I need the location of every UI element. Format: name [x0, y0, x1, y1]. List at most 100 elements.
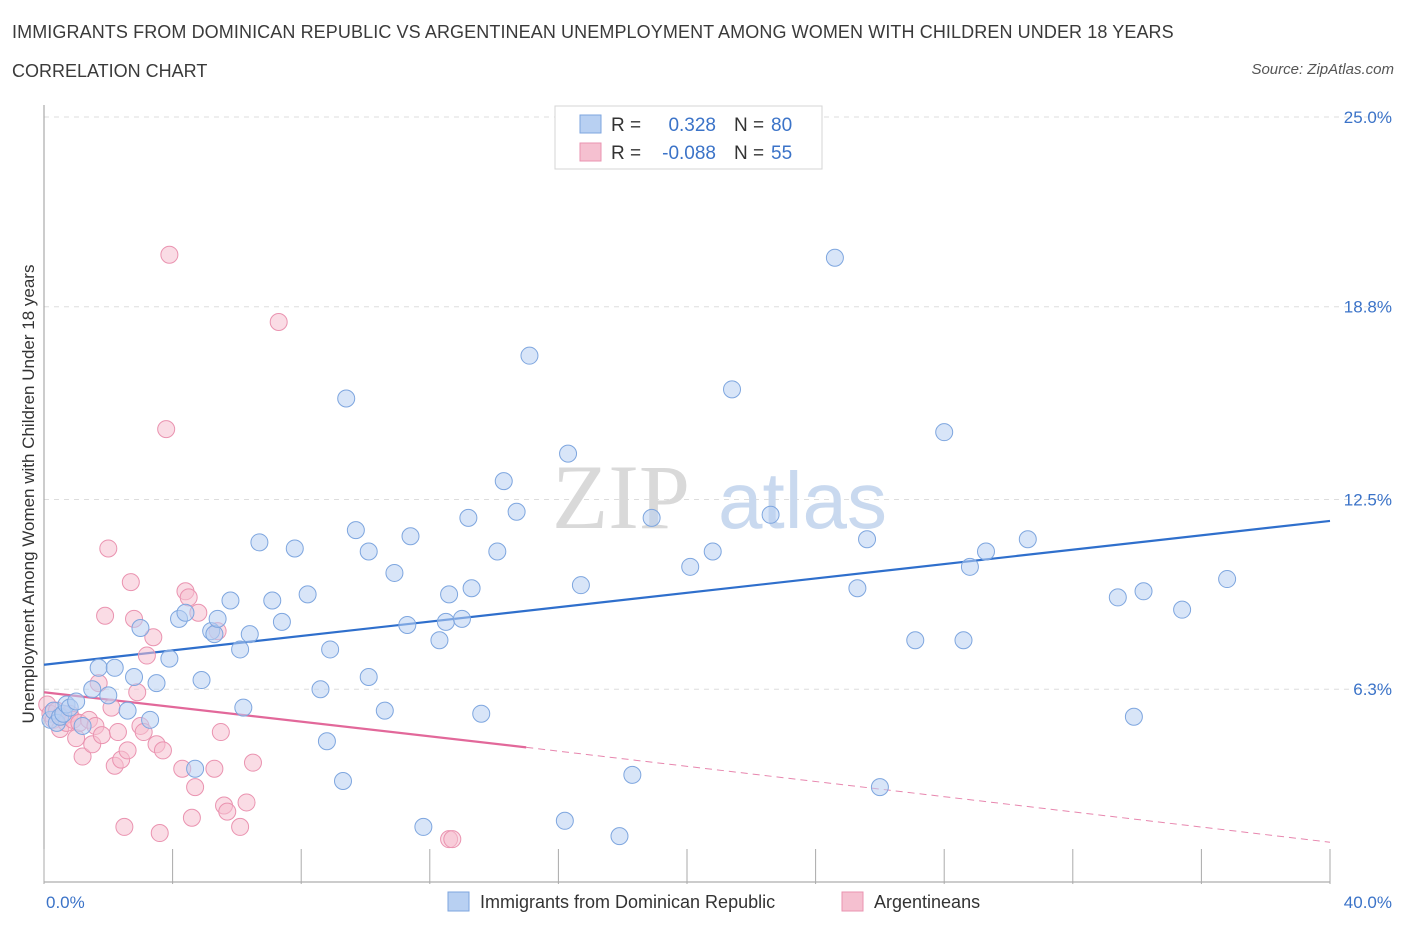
dominican-point: [99, 686, 118, 705]
dominican-point: [359, 542, 378, 561]
dominican-point: [1173, 600, 1192, 619]
dominican-point: [723, 380, 742, 399]
dominican-point: [1124, 707, 1143, 726]
dominican-point: [459, 508, 478, 527]
legend-r-value: 0.328: [668, 115, 716, 136]
y-tick-label: 12.5%: [1344, 491, 1392, 510]
dominican-point: [430, 631, 449, 650]
dominican-point: [89, 658, 108, 677]
argentineans-point: [118, 741, 137, 760]
x-tick-label: 40.0%: [1344, 893, 1392, 912]
argentineans-point: [99, 539, 118, 558]
argentineans-point: [211, 723, 230, 742]
dominican-point: [452, 609, 471, 628]
dominican-point: [555, 811, 574, 830]
dominican-point: [272, 612, 291, 631]
dominican-point: [147, 674, 166, 693]
dominican-point: [825, 248, 844, 267]
dominican-point: [208, 609, 227, 628]
dominican-point: [761, 505, 780, 524]
dominican-point: [703, 542, 722, 561]
dominican-point: [186, 759, 205, 778]
series-label-argentineans: Argentineans: [874, 892, 980, 912]
legend-n-value: 80: [771, 115, 792, 136]
dominican-point: [346, 521, 365, 540]
dominican-point: [960, 557, 979, 576]
y-axis-label: Unemployment Among Women with Children U…: [19, 265, 38, 724]
dominican-point: [176, 603, 195, 622]
dominican-point: [118, 701, 137, 720]
series-swatch-blue: [447, 891, 470, 912]
dominican-point: [321, 640, 340, 659]
y-tick-labels: 6.3% 12.5% 18.8% 25.0%: [1344, 108, 1392, 699]
y-tick-label: 6.3%: [1353, 680, 1392, 699]
watermark: ZIP atlas: [552, 446, 887, 548]
argentineans-point: [243, 753, 262, 772]
dominican-point: [240, 625, 259, 644]
dominican-point: [681, 557, 700, 576]
argentineans-point: [218, 802, 237, 821]
dominican-point: [385, 563, 404, 582]
argentineans-point: [153, 741, 172, 760]
argentineans-point: [186, 778, 205, 797]
dominican-point: [848, 579, 867, 598]
legend-r-label: R =: [611, 115, 641, 136]
dominican-point: [414, 817, 433, 836]
source-label: Source: ZipAtlas.com: [1251, 61, 1394, 78]
dominican-point: [642, 508, 661, 527]
dominican-point: [205, 625, 224, 644]
argentineans-point: [157, 420, 176, 439]
series-label-dominican: Immigrants from Dominican Republic: [480, 892, 775, 912]
legend-r-value: -0.088: [662, 143, 716, 164]
dominican-point: [1018, 530, 1037, 549]
dominican-point: [317, 732, 336, 751]
dominican-point: [472, 704, 491, 723]
dominican-point: [906, 631, 925, 650]
dominican-point: [623, 765, 642, 784]
dominican-point: [73, 716, 92, 735]
dominican-point: [105, 658, 124, 677]
dominican-point: [954, 631, 973, 650]
dominican-point: [436, 612, 455, 631]
dominican-point: [333, 772, 352, 791]
argentineans-point: [269, 313, 288, 332]
dominican-point: [520, 346, 539, 365]
watermark-atlas: atlas: [718, 456, 887, 545]
argentineans-trend-line: [43, 691, 527, 749]
legend-n-label: N =: [734, 143, 764, 164]
argentineans-point: [92, 726, 111, 745]
dominican-point: [507, 502, 526, 521]
series-swatch-pink: [841, 891, 864, 912]
argentineans-point: [108, 723, 127, 742]
dominican-point: [263, 591, 282, 610]
chart-title: IMMIGRANTS FROM DOMINICAN REPUBLIC VS AR…: [12, 22, 1174, 42]
watermark-zip: ZIP: [552, 446, 690, 548]
dominican-point: [870, 778, 889, 797]
argentineans-point: [150, 824, 169, 843]
x-tick-label: 0.0%: [46, 893, 85, 912]
dominican-point: [337, 389, 356, 408]
x-tick-labels: 0.0% 40.0%: [46, 893, 1392, 912]
dominican-point: [1218, 570, 1237, 589]
dominican-point: [1108, 588, 1127, 607]
dominican-point: [1134, 582, 1153, 601]
dominican-point: [398, 615, 417, 634]
argentineans-point: [231, 817, 250, 836]
argentineans-point: [160, 245, 179, 264]
argentineans-point: [137, 646, 156, 665]
dominican-point: [231, 640, 250, 659]
dominican-point: [234, 698, 253, 717]
dominican-point: [571, 576, 590, 595]
dominican-point: [311, 680, 330, 699]
legend-n-value: 55: [771, 143, 792, 164]
dominican-point: [125, 667, 144, 686]
legend-swatch-pink: [579, 142, 602, 162]
argentineans-point: [115, 817, 134, 836]
dominican-point: [559, 444, 578, 463]
dominican-point: [610, 827, 629, 846]
dominican-point: [440, 585, 459, 604]
argentineans-point: [182, 808, 201, 827]
dominican-point: [192, 671, 211, 690]
dominican-point: [298, 585, 317, 604]
